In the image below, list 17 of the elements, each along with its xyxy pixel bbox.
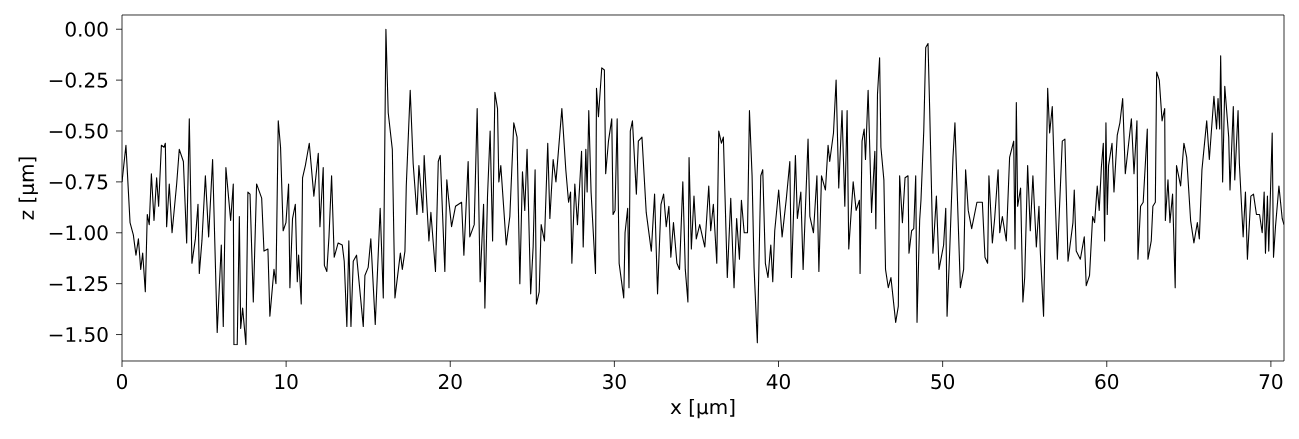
x-tick-label: 10 [275, 374, 298, 390]
x-tick-label: 50 [931, 374, 955, 390]
x-axis-title: x [µm] [670, 398, 735, 419]
y-tick-label: −0.75 [49, 174, 108, 190]
x-tick-label: 40 [766, 374, 790, 390]
x-tick-label: 0 [116, 374, 128, 390]
x-tick-label: 70 [1259, 374, 1283, 390]
x-tick-label: 30 [603, 374, 626, 390]
y-tick-label: 0.00 [65, 21, 108, 37]
y-tick-label: −0.50 [49, 123, 108, 139]
y-tick-label: −0.25 [49, 72, 108, 88]
x-tick-label: 20 [439, 374, 462, 390]
y-axis-title: z [µm] [18, 157, 38, 220]
y-tick-label: −1.00 [49, 225, 108, 241]
x-tick-label: 60 [1095, 374, 1119, 390]
y-tick-label: −1.25 [49, 276, 108, 292]
y-tick-label: −1.50 [49, 326, 108, 343]
